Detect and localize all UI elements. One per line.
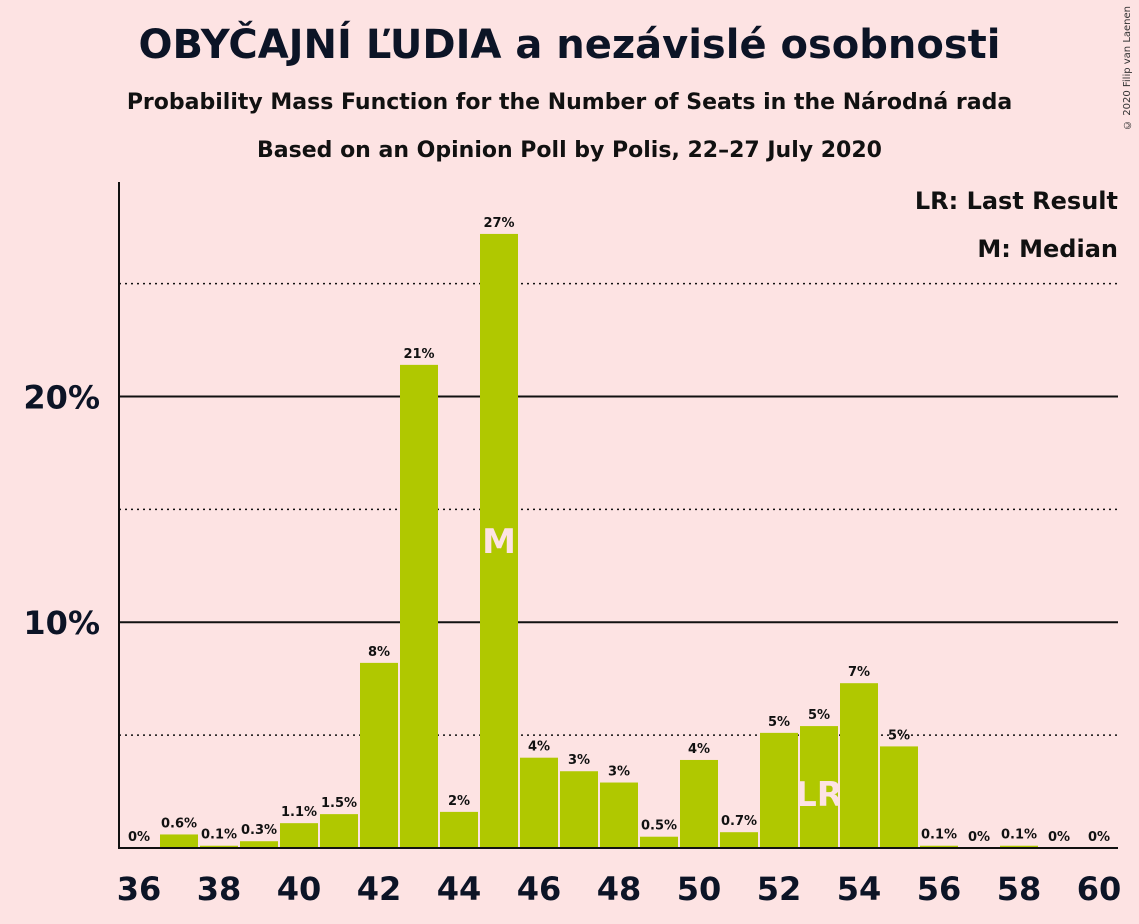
x-tick-label: 56 <box>917 870 962 908</box>
bar <box>680 759 718 848</box>
bar-value-label: 0.7% <box>721 814 757 829</box>
bar-value-label: 0% <box>128 830 150 845</box>
bar <box>640 836 678 848</box>
bar-value-label: 2% <box>448 794 470 809</box>
bar <box>760 732 798 848</box>
chart-subtitle: Probability Mass Function for the Number… <box>126 90 1013 115</box>
bar <box>880 746 918 848</box>
bar <box>800 726 838 848</box>
bar <box>480 233 518 849</box>
x-tick-label: 50 <box>677 870 722 908</box>
x-tick-label: 48 <box>597 870 642 908</box>
x-tick-label: 58 <box>997 870 1042 908</box>
grid-lines <box>119 282 1118 736</box>
bars: 0% 0.6% 0.1% 0.3% 1.1% 1.5% 8% 21% 2% 27% M 4% 3% 3% 0… <box>128 216 1110 849</box>
y-tick-label: 10% <box>23 604 100 642</box>
x-tick-label: 60 <box>1077 870 1122 908</box>
legend: LR: Last Result M: Median <box>915 187 1118 263</box>
bar-value-label: 0.1% <box>201 828 237 843</box>
x-tick-label: 38 <box>197 870 242 908</box>
bar-value-label: 1.1% <box>281 805 317 820</box>
bar <box>360 662 398 848</box>
bar-value-label: 8% <box>368 645 390 660</box>
legend-last-result: LR: Last Result <box>915 187 1118 215</box>
x-tick-label: 42 <box>357 870 402 908</box>
bar-value-label: 5% <box>888 728 910 743</box>
bar <box>280 823 318 848</box>
bar-value-label: 7% <box>848 665 870 680</box>
x-tick-label: 40 <box>277 870 322 908</box>
bar-value-label: 21% <box>403 347 434 362</box>
bar-value-label: 3% <box>608 765 630 780</box>
bar-value-label: 0.3% <box>241 823 277 838</box>
legend-median: M: Median <box>977 235 1118 263</box>
bar <box>320 814 358 848</box>
bar-value-label: 1.5% <box>321 796 357 811</box>
bar-value-label: 27% <box>483 216 514 231</box>
bar-value-label: 5% <box>768 715 790 730</box>
y-tick-label: 20% <box>23 378 100 416</box>
bar-value-label: 0% <box>1088 830 1110 845</box>
bar <box>200 845 238 848</box>
bar-value-label: 0.1% <box>1001 828 1037 843</box>
bar-value-label: 0% <box>1048 830 1070 845</box>
bar <box>440 811 478 848</box>
bar <box>720 832 758 848</box>
x-tick-label: 44 <box>437 870 482 908</box>
bar-value-label: 4% <box>688 742 710 757</box>
bar <box>160 834 198 848</box>
bar <box>400 364 438 848</box>
chart-source: Based on an Opinion Poll by Polis, 22–27… <box>257 138 882 163</box>
last-result-marker: LR <box>795 775 843 815</box>
bar <box>840 683 878 848</box>
bar <box>600 782 638 848</box>
bar-value-label: 0.5% <box>641 819 677 834</box>
bar <box>1000 845 1038 848</box>
chart-title: OBYČAJNÍ ĽUDIA a nezávislé osobnosti <box>138 22 1001 68</box>
bar <box>520 757 558 848</box>
bar-value-label: 4% <box>528 740 550 755</box>
bar-value-label: 3% <box>568 753 590 768</box>
bar <box>920 845 958 848</box>
bar-value-label: 0.6% <box>161 816 197 831</box>
x-tick-label: 36 <box>117 870 162 908</box>
bar <box>240 841 278 848</box>
x-tick-label: 52 <box>757 870 802 908</box>
x-tick-label: 54 <box>837 870 882 908</box>
x-tick-label: 46 <box>517 870 562 908</box>
median-marker: M <box>482 522 516 562</box>
bar-value-label: 0.1% <box>921 828 957 843</box>
bar-value-label: 0% <box>968 830 990 845</box>
axes: 36 38 40 42 44 46 48 50 52 54 56 58 60 10% 20% <box>23 182 1121 908</box>
bar-value-label: 5% <box>808 708 830 723</box>
bar <box>560 771 598 848</box>
